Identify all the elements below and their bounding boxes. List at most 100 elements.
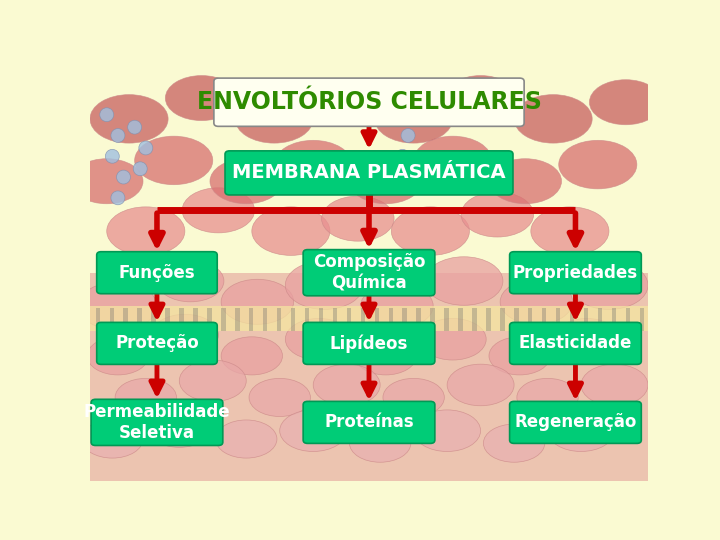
FancyBboxPatch shape	[225, 151, 513, 195]
Text: Permeabilidade
Seletiva: Permeabilidade Seletiva	[84, 403, 230, 442]
Bar	[207, 308, 212, 331]
Text: Funções: Funções	[119, 264, 195, 282]
FancyBboxPatch shape	[91, 399, 222, 446]
Ellipse shape	[517, 379, 578, 416]
Bar	[598, 308, 602, 331]
Ellipse shape	[71, 159, 143, 204]
Ellipse shape	[349, 424, 411, 462]
Ellipse shape	[514, 94, 593, 143]
Ellipse shape	[413, 410, 481, 451]
Bar	[96, 308, 100, 331]
Ellipse shape	[90, 94, 168, 143]
Ellipse shape	[115, 379, 176, 416]
Ellipse shape	[570, 261, 648, 309]
Text: Propriedades: Propriedades	[513, 264, 638, 282]
Bar	[570, 308, 575, 331]
Bar	[626, 308, 630, 331]
Bar	[277, 308, 282, 331]
Ellipse shape	[355, 337, 416, 375]
Ellipse shape	[107, 207, 185, 255]
Ellipse shape	[419, 319, 486, 360]
Ellipse shape	[221, 279, 294, 325]
Ellipse shape	[252, 207, 330, 255]
Ellipse shape	[135, 136, 213, 185]
Ellipse shape	[100, 108, 114, 122]
Ellipse shape	[235, 94, 313, 143]
Bar	[486, 308, 490, 331]
Ellipse shape	[581, 364, 648, 406]
Ellipse shape	[313, 364, 380, 406]
Text: Composição
Química: Composição Química	[312, 253, 426, 292]
Bar	[263, 308, 267, 331]
Bar	[193, 308, 198, 331]
Ellipse shape	[133, 162, 147, 176]
Bar	[319, 308, 323, 331]
Ellipse shape	[395, 150, 410, 163]
Bar	[166, 308, 170, 331]
Ellipse shape	[139, 141, 153, 155]
Bar	[556, 308, 560, 331]
Text: Lipídeos: Lipídeos	[330, 334, 408, 353]
Ellipse shape	[210, 159, 282, 204]
Text: Elasticidade: Elasticidade	[519, 334, 632, 353]
Ellipse shape	[590, 80, 662, 125]
Ellipse shape	[390, 108, 404, 122]
Ellipse shape	[489, 159, 562, 204]
Bar	[542, 308, 546, 331]
Ellipse shape	[444, 76, 517, 120]
Ellipse shape	[285, 319, 352, 360]
FancyBboxPatch shape	[96, 252, 217, 294]
Text: Regeneração: Regeneração	[514, 414, 636, 431]
Bar	[612, 308, 616, 331]
Ellipse shape	[500, 279, 572, 325]
Ellipse shape	[547, 410, 615, 451]
Ellipse shape	[305, 80, 377, 125]
Ellipse shape	[349, 159, 422, 204]
Ellipse shape	[157, 260, 224, 302]
Bar	[291, 308, 295, 331]
Bar	[90, 65, 648, 322]
Ellipse shape	[81, 420, 143, 458]
Ellipse shape	[374, 94, 453, 143]
Bar	[333, 308, 337, 331]
Bar	[305, 308, 310, 331]
Ellipse shape	[553, 319, 620, 360]
Bar	[124, 308, 128, 331]
Bar	[500, 308, 505, 331]
Bar	[639, 308, 644, 331]
Bar	[109, 308, 114, 331]
Bar	[221, 308, 225, 331]
Ellipse shape	[105, 150, 120, 163]
Bar	[514, 308, 518, 331]
FancyBboxPatch shape	[96, 322, 217, 365]
Ellipse shape	[79, 282, 157, 330]
Bar	[179, 308, 184, 331]
Ellipse shape	[559, 140, 636, 189]
Bar	[431, 308, 435, 331]
FancyBboxPatch shape	[510, 401, 642, 443]
Ellipse shape	[285, 261, 364, 309]
FancyBboxPatch shape	[303, 401, 435, 443]
Ellipse shape	[117, 170, 130, 184]
Bar	[347, 308, 351, 331]
Ellipse shape	[215, 420, 277, 458]
Bar	[389, 308, 393, 331]
Ellipse shape	[407, 170, 420, 184]
Bar	[361, 308, 365, 331]
Ellipse shape	[392, 207, 469, 255]
Ellipse shape	[221, 337, 282, 375]
Bar	[472, 308, 477, 331]
Bar	[138, 308, 142, 331]
Ellipse shape	[182, 188, 255, 233]
Ellipse shape	[461, 192, 534, 237]
Text: Proteínas: Proteínas	[324, 414, 414, 431]
Ellipse shape	[127, 120, 142, 134]
Ellipse shape	[361, 284, 433, 328]
Bar	[374, 308, 379, 331]
Ellipse shape	[280, 410, 347, 451]
Bar	[402, 308, 407, 331]
Ellipse shape	[322, 196, 394, 241]
Bar	[416, 308, 421, 331]
Ellipse shape	[531, 207, 609, 255]
Bar	[584, 308, 588, 331]
